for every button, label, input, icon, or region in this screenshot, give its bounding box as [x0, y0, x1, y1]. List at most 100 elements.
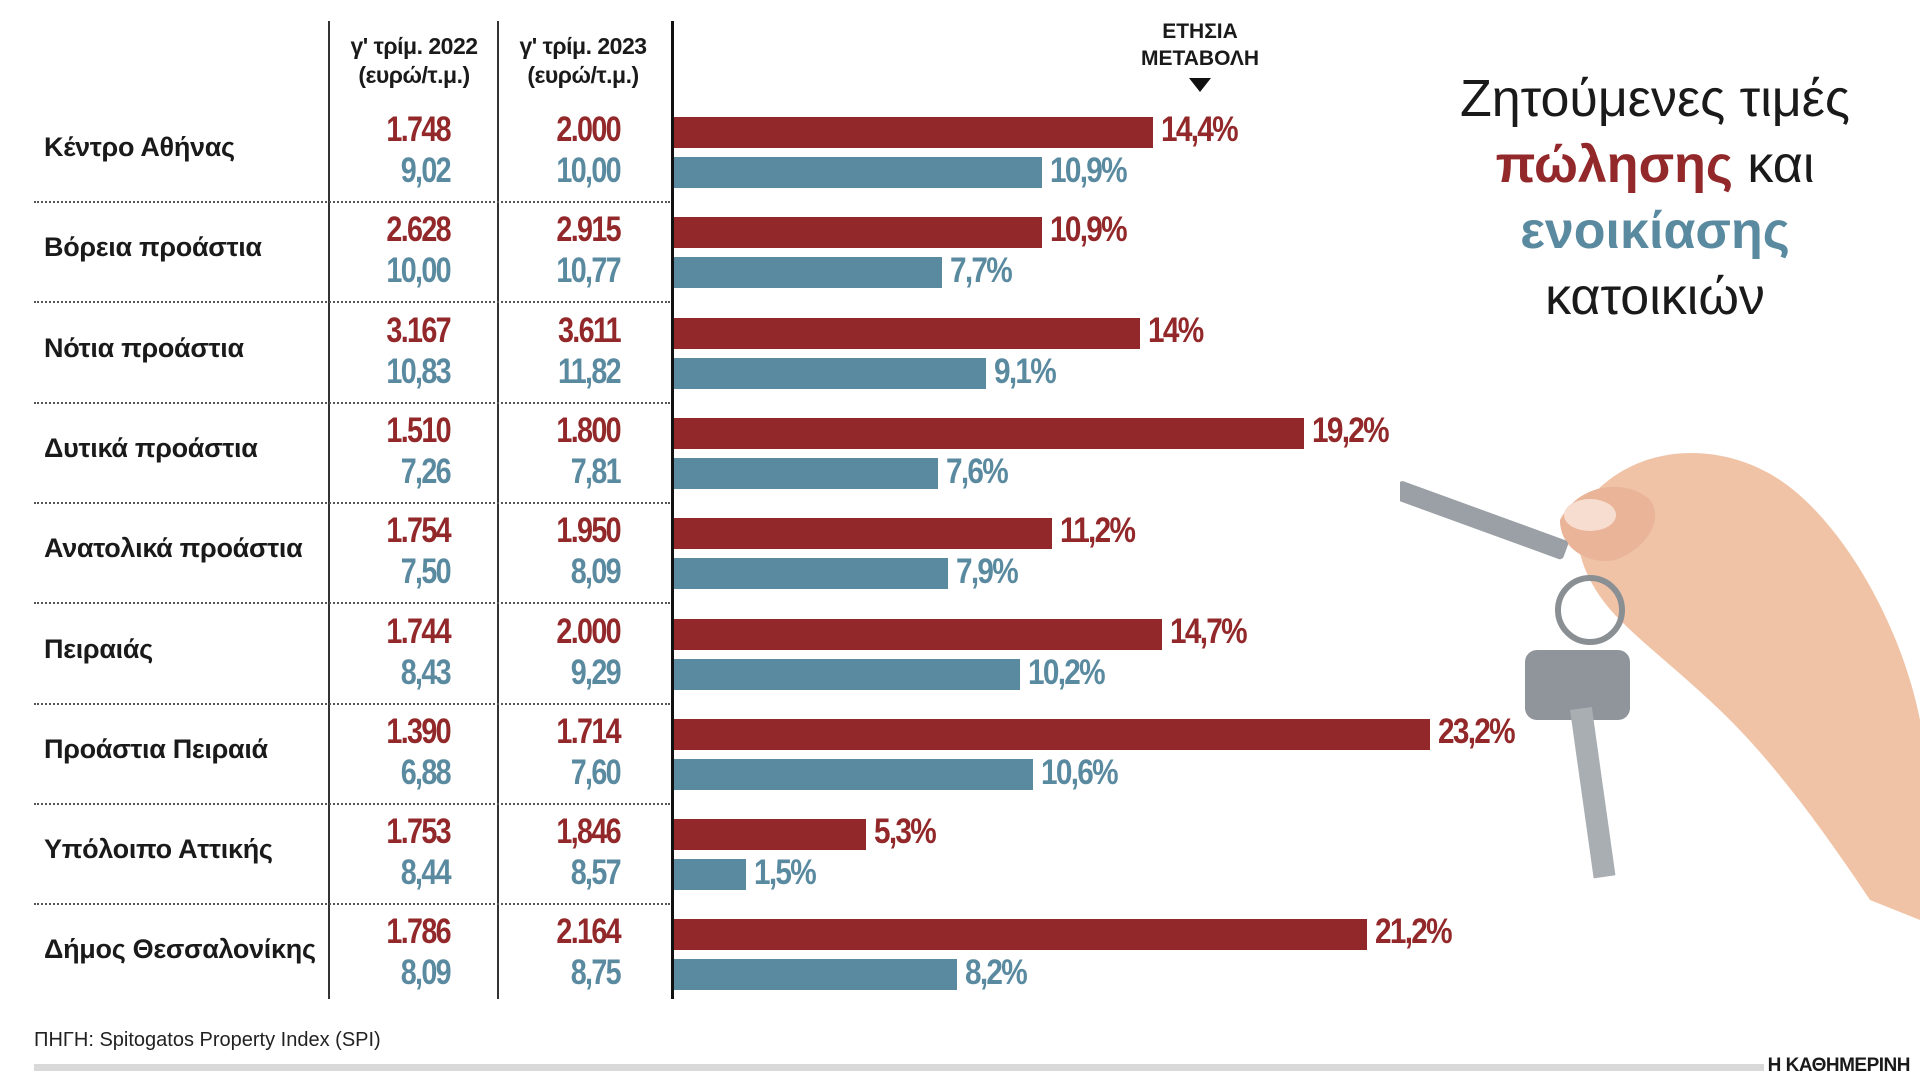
footer-rule: [34, 1064, 1764, 1071]
thumbnail-shape: [1564, 499, 1616, 531]
sale-price-2023: 1.714: [556, 711, 621, 751]
sale-price-2023: 2.915: [556, 210, 621, 250]
column-header-2023: γ' τρίμ. 2023 (ευρώ/τ.μ.): [503, 32, 663, 90]
sale-change-bar: [674, 117, 1153, 148]
region-label: Βόρεια προάστια: [44, 232, 262, 263]
rent-change-label: 7,7%: [949, 251, 1013, 291]
column-divider-2022: [328, 21, 330, 999]
sale-change-bar: [674, 618, 1163, 650]
sale-price-2022: 3.167: [386, 310, 451, 350]
bar-axis-line: [671, 21, 674, 999]
rent-price-2023: 11,82: [557, 351, 622, 391]
region-label: Προάστια Πειραιά: [44, 733, 268, 764]
sale-change-bar: [674, 217, 1043, 249]
hand-shape: [1577, 452, 1920, 920]
sale-change-label: 21,2%: [1374, 912, 1453, 952]
sale-price-2023: 1.800: [556, 410, 621, 450]
sale-price-2023: 2.164: [556, 912, 621, 952]
rent-change-bar: [674, 558, 948, 590]
title-line1: Ζητούμενες τιμές: [1460, 70, 1850, 128]
rent-price-2023: 10,00: [556, 151, 621, 190]
sale-change-label: 11,2%: [1059, 511, 1136, 551]
title-and: και: [1747, 136, 1815, 194]
row-separator: [34, 301, 670, 304]
sale-price-2022: 1.748: [386, 110, 451, 149]
rent-price-2022: 10,83: [386, 351, 451, 391]
region-label: Ανατολικά προάστια: [44, 533, 303, 564]
rent-price-2023: 7,60: [570, 752, 622, 792]
sale-price-2022: 1.744: [386, 611, 451, 651]
rent-price-2022: 7,26: [400, 451, 452, 491]
region-label: Δήμος Θεσσαλονίκης: [44, 934, 316, 965]
rent-change-label: 9,1%: [993, 351, 1057, 391]
row-separator: [34, 702, 670, 705]
sale-price-2022: 1.390: [386, 711, 451, 751]
rent-change-bar: [674, 257, 942, 289]
region-label: Πειραιάς: [44, 633, 153, 664]
sale-change-label: 5,3%: [873, 812, 937, 852]
sale-change-label: 14%: [1148, 310, 1204, 350]
sale-change-label: 19,2%: [1311, 410, 1390, 450]
rent-change-label: 10,6%: [1040, 752, 1119, 792]
sale-change-bar: [674, 317, 1140, 349]
rent-change-bar: [674, 859, 747, 891]
publisher-logo: Η ΚΑΘΗΜΕΡΙΝΗ: [1767, 1055, 1911, 1076]
column-header-2022-unit: (ευρώ/τ.μ.): [358, 62, 470, 88]
rent-price-2023: 8,75: [570, 953, 622, 993]
column-header-2022-period: γ' τρίμ. 2022: [350, 33, 478, 59]
rent-change-bar: [674, 658, 1021, 690]
sale-price-2023: 1.950: [556, 511, 621, 551]
rent-change-label: 10,9%: [1050, 151, 1128, 190]
sale-price-2022: 1.754: [386, 511, 451, 551]
key-2-blade: [1570, 706, 1616, 879]
region-label: Νότια προάστια: [44, 332, 244, 363]
change-header-line1: ΕΤΗΣΙΑ: [1162, 20, 1238, 43]
row-separator: [34, 903, 670, 906]
rent-price-2022: 10,00: [386, 251, 451, 291]
rent-price-2022: 9,02: [400, 151, 452, 190]
rent-change-bar: [674, 959, 958, 991]
title-rent: ενοικίασης: [1520, 202, 1790, 260]
sale-price-2023: 2.000: [556, 611, 621, 651]
sale-price-2022: 1.753: [386, 812, 451, 852]
rent-price-2023: 7,81: [570, 451, 622, 491]
column-header-2023-unit: (ευρώ/τ.μ.): [527, 62, 639, 88]
region-label: Υπόλοιπο Αττικής: [44, 834, 273, 865]
sale-change-label: 10,9%: [1050, 210, 1128, 250]
rent-change-label: 10,2%: [1028, 652, 1106, 692]
rent-change-label: 1,5%: [754, 853, 817, 893]
rent-price-2022: 7,50: [400, 552, 452, 592]
rent-change-bar: [674, 157, 1043, 188]
rent-change-label: 8,2%: [965, 953, 1028, 993]
row-separator: [34, 802, 670, 805]
title-sale: πώλησης: [1495, 136, 1733, 194]
rent-price-2023: 9,29: [570, 652, 622, 692]
sale-price-2023: 3.611: [557, 310, 622, 350]
region-label: Δυτικά προάστια: [44, 432, 258, 463]
rent-change-bar: [674, 357, 986, 389]
key-2-head: [1525, 650, 1630, 720]
title-line4: κατοικιών: [1545, 268, 1765, 326]
sale-change-bar: [674, 718, 1430, 750]
key-1: [1400, 481, 1569, 560]
sale-change-bar: [674, 518, 1052, 550]
row-separator: [34, 201, 670, 203]
sale-change-bar: [674, 819, 866, 851]
region-label: Κέντρο Αθήνας: [44, 132, 235, 162]
hand-holding-keys-illustration: [1400, 452, 1920, 920]
sale-change-label: 14,7%: [1170, 611, 1248, 651]
sale-price-2023: 2.000: [556, 110, 621, 149]
sale-price-2022: 1.510: [386, 410, 451, 450]
row-separator: [34, 401, 670, 404]
sale-change-label: 23,2%: [1437, 711, 1516, 751]
rent-change-label: 7,6%: [946, 451, 1009, 491]
rent-price-2022: 8,09: [400, 953, 452, 993]
sale-price-2023: 1,846: [556, 812, 621, 852]
key-ring: [1555, 575, 1625, 645]
sale-price-2022: 2.628: [386, 210, 451, 250]
sale-price-2022: 1.786: [386, 912, 451, 952]
chart-title: Ζητούμενες τιμές πώλησης και ενοικίασης …: [1410, 66, 1900, 330]
sale-change-label: 14,4%: [1160, 110, 1239, 149]
change-header: ΕΤΗΣΙΑ ΜΕΤΑΒΟΛΗ: [1120, 18, 1280, 92]
rent-price-2023: 10,77: [556, 251, 621, 291]
